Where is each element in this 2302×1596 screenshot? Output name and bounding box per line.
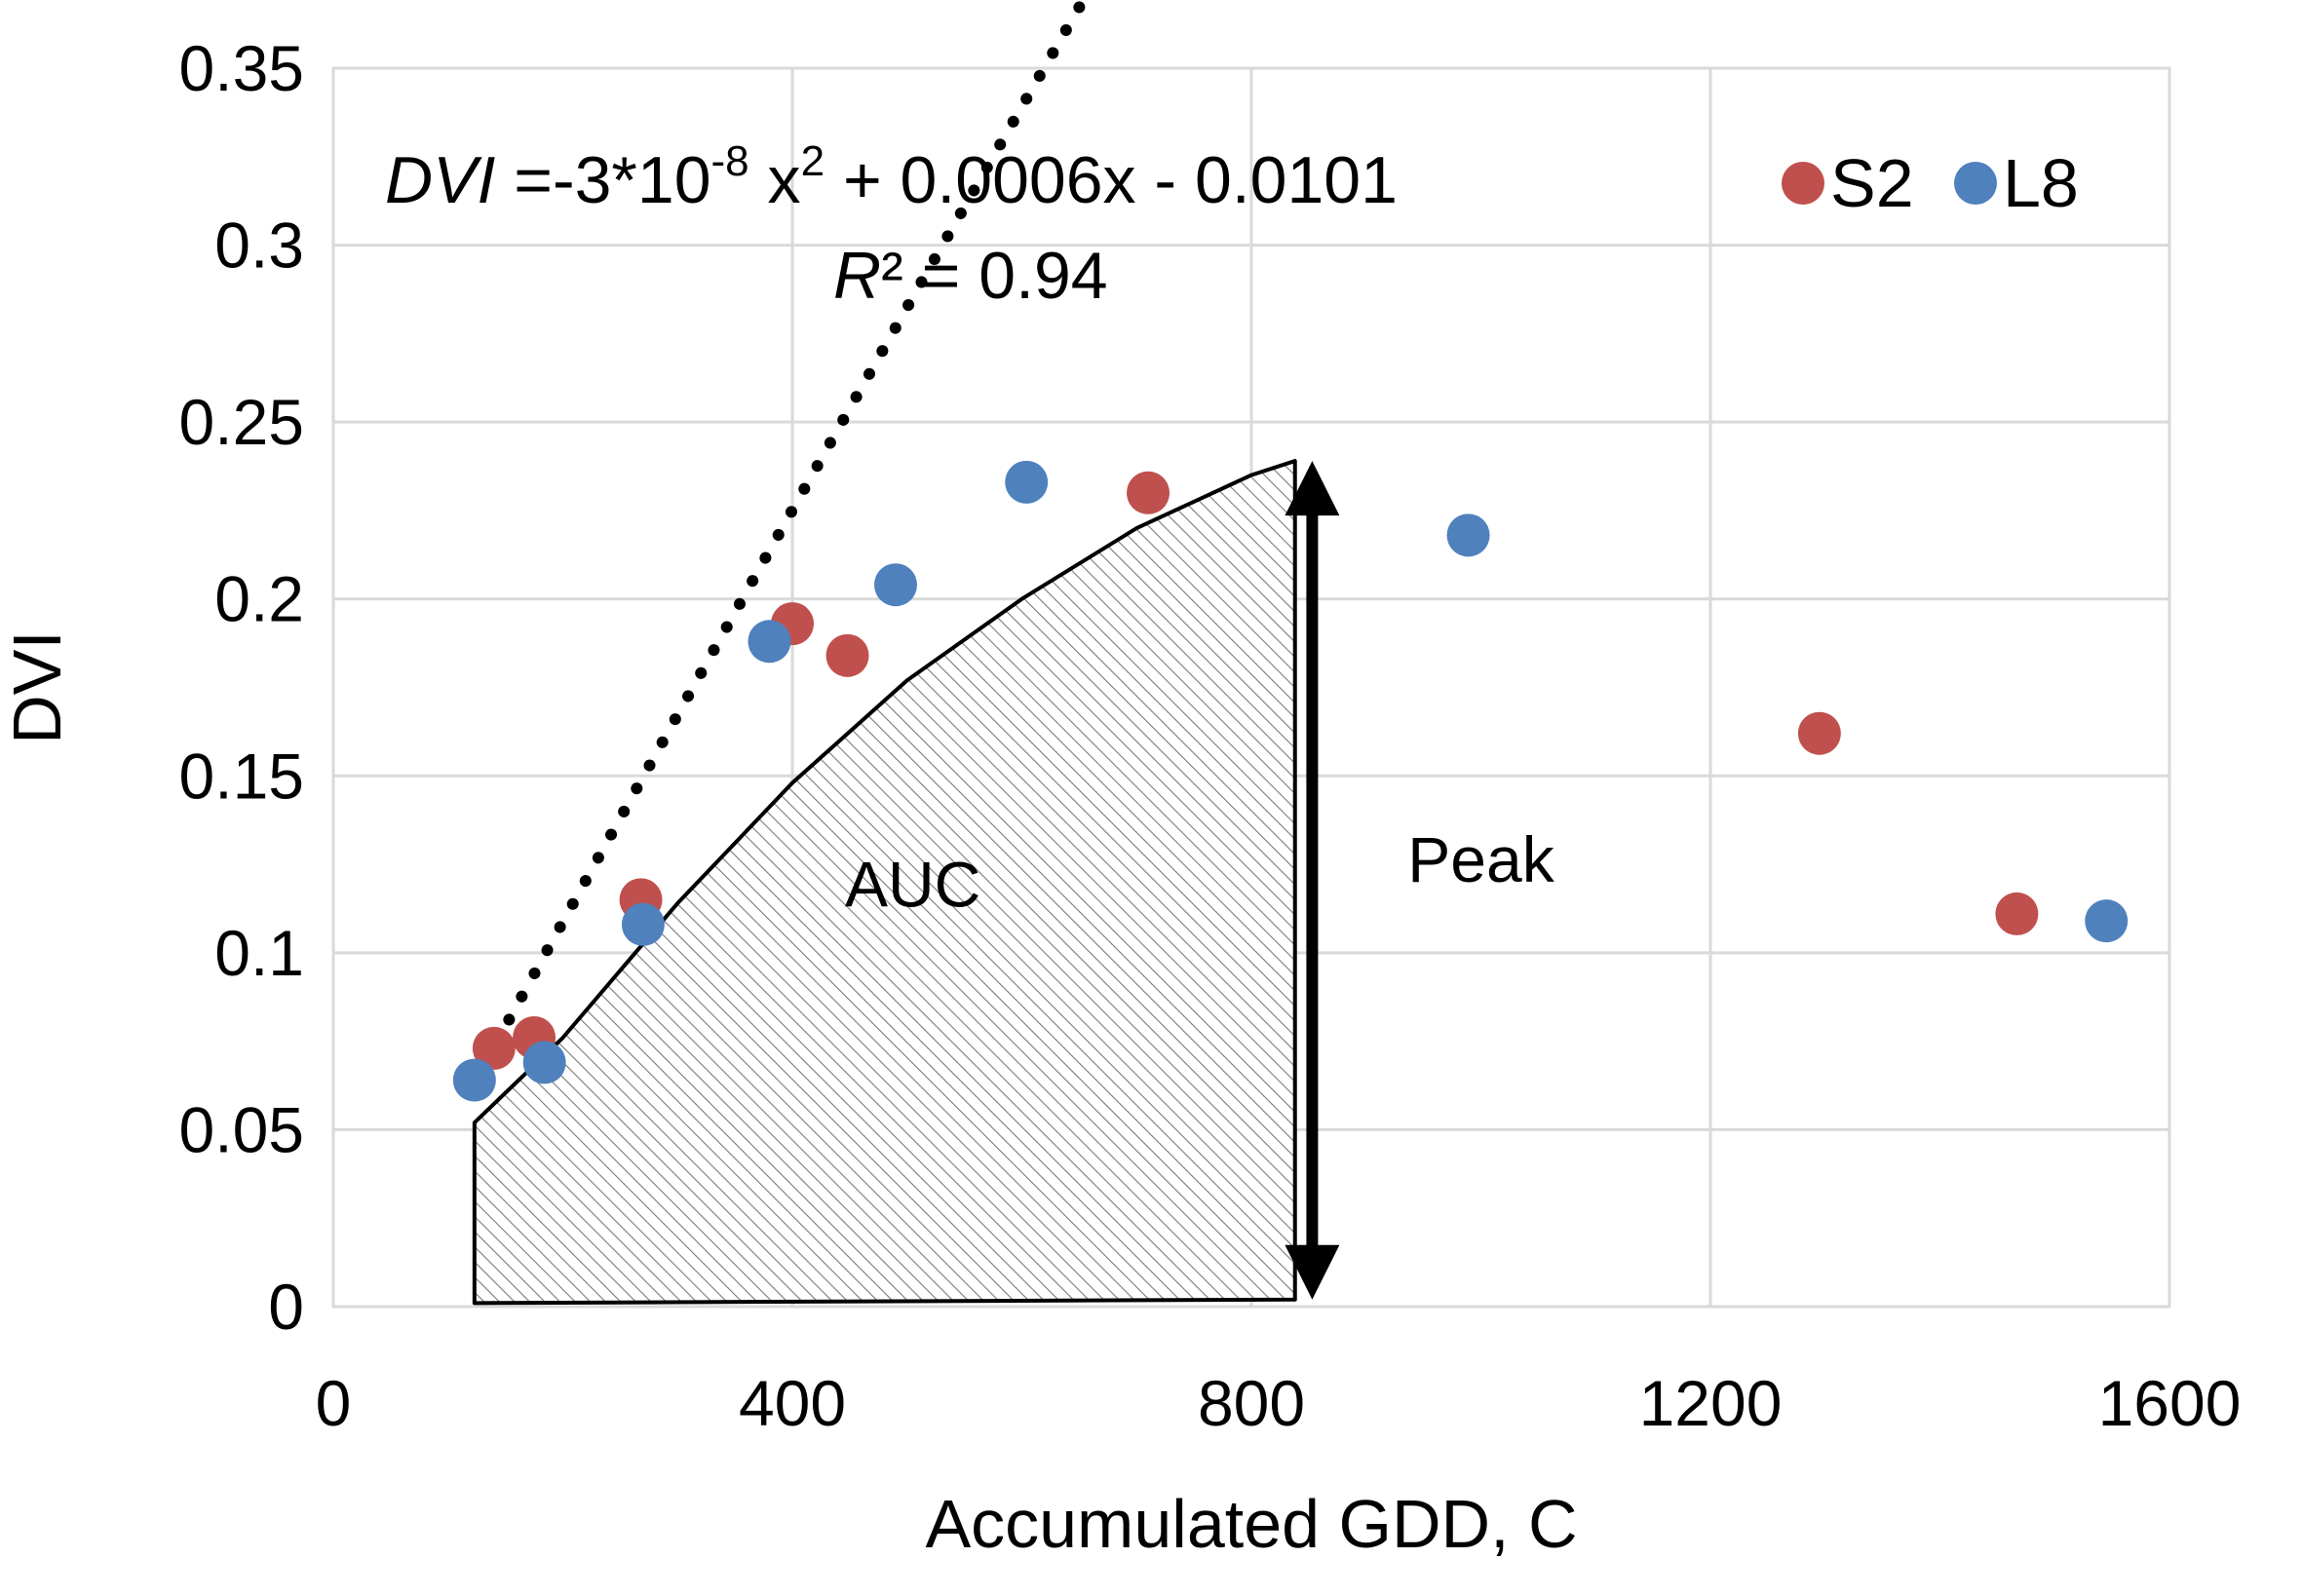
r-squared-label: R² = 0.94 [833,239,1108,313]
y-tick-label-4: 0.2 [214,563,304,635]
peak-label: Peak [1407,823,1554,895]
y-tick-label-0: 0 [268,1271,304,1343]
legend-label-s2: S2 [1830,145,1914,221]
legend-label-l8: L8 [2003,145,2079,221]
peak-arrow-group [1285,461,1340,1300]
point-s2-0 [472,1026,516,1070]
legend-marker-l8 [1954,162,1997,205]
point-s2-5 [1127,471,1170,514]
y-tick-label-7: 0.35 [179,32,304,104]
y-tick-label-5: 0.25 [179,386,304,458]
equation-exponent-2: 2 [801,137,825,185]
point-l8-6 [1446,513,1490,557]
x-axis-title: Accumulated GDD, C [925,1486,1577,1562]
x-tick-label-1: 400 [739,1367,846,1439]
point-l8-0 [452,1058,496,1102]
y-tick-label-6: 0.3 [214,209,304,282]
y-axis-title: DVI [0,630,75,744]
equation-rhs-tail: + 0.0006x - 0.0101 [825,143,1398,217]
x-tick-label-4: 1600 [2098,1367,2242,1439]
point-l8-3 [748,620,791,664]
equation-lhs: DVI [385,143,495,217]
trendline-equation: DVI =-3*10-8 x2 + 0.0006x - 0.0101 [385,137,1398,217]
peak-arrow-head-top [1285,461,1340,516]
point-l8-4 [873,563,917,607]
equation-exponent-1: -8 [711,137,749,185]
r2-symbol: R [833,239,881,313]
scatter-points [452,460,2129,1102]
point-l8-5 [1005,460,1049,504]
equation-x-term: x [749,143,801,217]
point-l8-1 [522,1041,566,1084]
x-tick-label-2: 800 [1198,1367,1305,1439]
plot-area-frame [331,66,2171,1309]
point-s2-4 [825,633,869,677]
x-tick-label-0: 0 [316,1367,352,1439]
x-tick-label-3: 1200 [1639,1367,1783,1439]
y-tick-label-2: 0.1 [214,917,304,989]
peak-arrow-head-bottom [1285,1244,1340,1300]
point-l8-2 [621,902,665,946]
y-tick-label-1: 0.05 [179,1093,304,1165]
equation-rhs-main: =-3*10 [495,143,710,217]
r2-value: ² = 0.94 [881,239,1108,313]
auc-label: AUC [845,849,980,921]
point-s2-7 [1995,892,2039,935]
tick-labels: 0 0.05 0.1 0.15 0.2 0.25 0.3 0.35 0 400 800 1200 160… [179,32,2242,1439]
point-l8-7 [2085,899,2129,943]
point-s2-6 [1797,711,1841,755]
legend-marker-s2 [1782,162,1824,205]
y-tick-label-3: 0.15 [179,740,304,812]
legend: S2 L8 [1782,145,2079,221]
